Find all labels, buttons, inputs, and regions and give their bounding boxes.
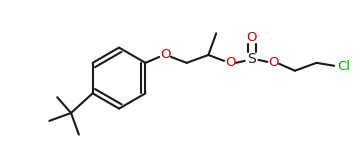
Text: Cl: Cl	[338, 60, 351, 73]
Text: O: O	[247, 31, 257, 44]
Text: O: O	[268, 56, 279, 69]
Text: S: S	[247, 52, 256, 66]
Text: O: O	[160, 48, 170, 61]
Text: O: O	[225, 56, 235, 69]
